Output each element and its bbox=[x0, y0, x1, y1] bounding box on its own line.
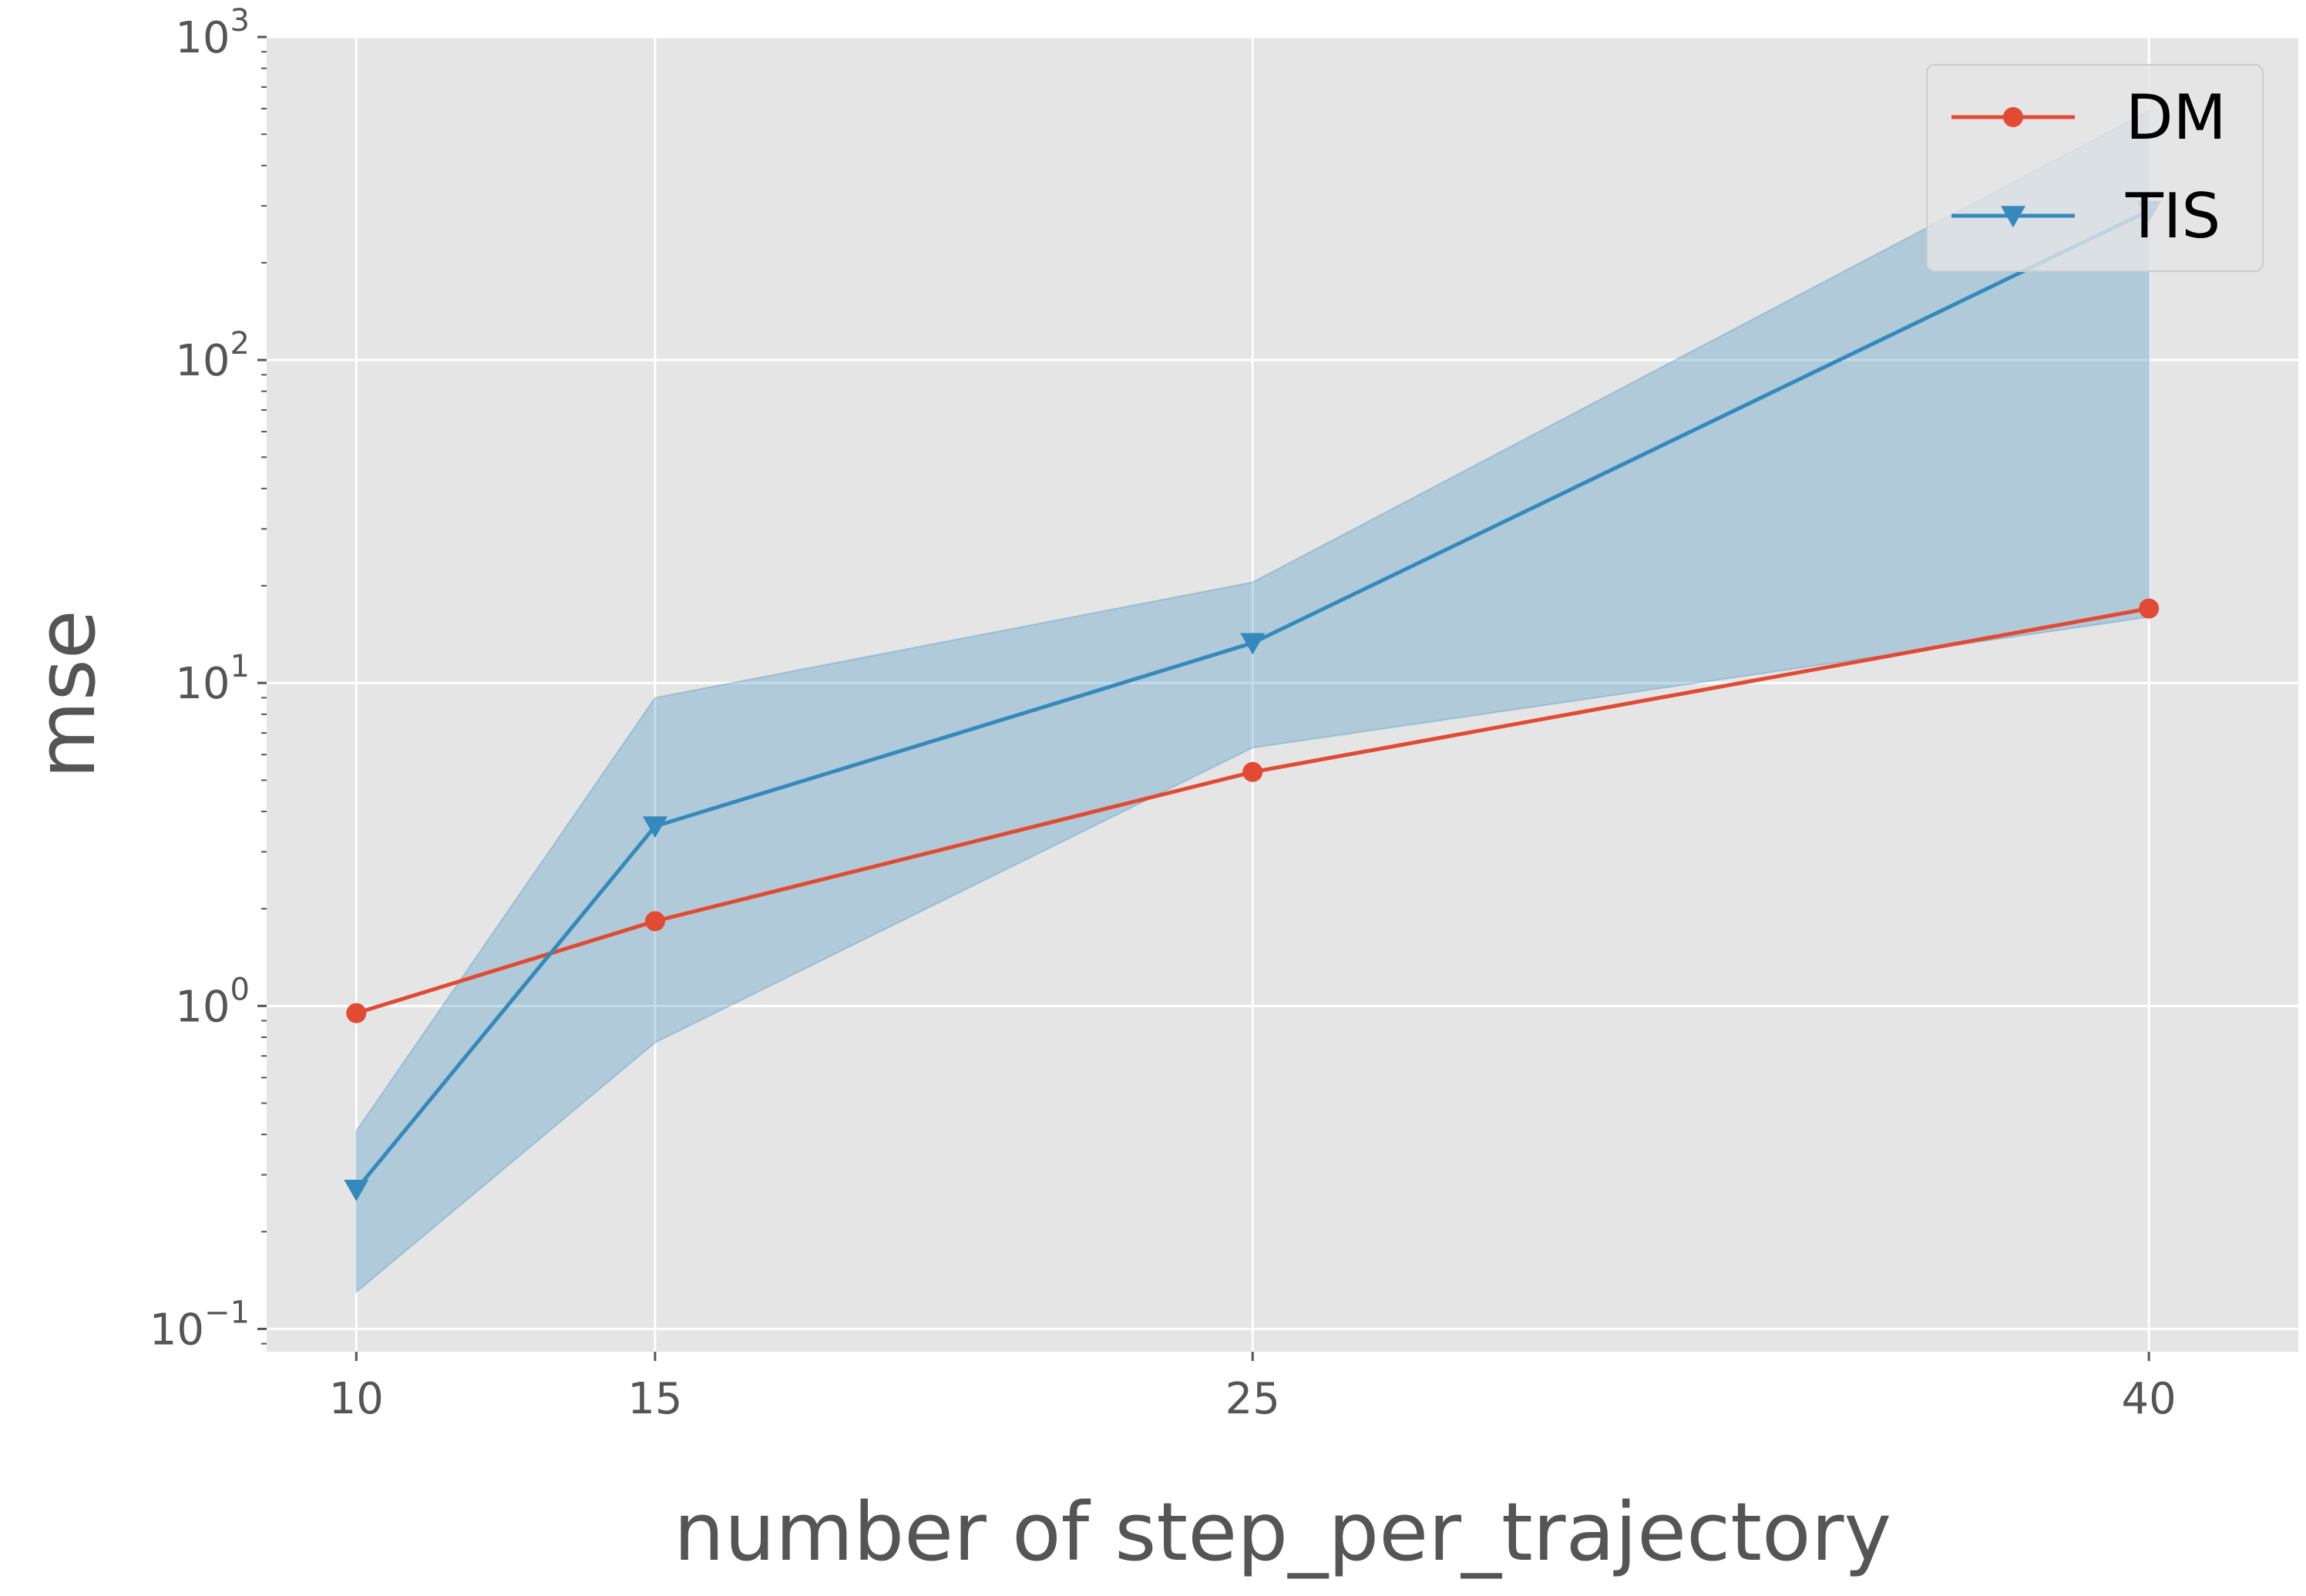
series-dm bbox=[346, 598, 2160, 1023]
legend-marker bbox=[2001, 206, 2025, 228]
y-tick-label: 103 bbox=[175, 3, 250, 63]
x-tick-label: 15 bbox=[627, 1374, 682, 1424]
data-point bbox=[644, 911, 665, 932]
y-tick-label: 10−1 bbox=[150, 1295, 250, 1355]
series-line bbox=[355, 606, 2150, 1016]
x-tick-label: 10 bbox=[329, 1374, 384, 1424]
legend-item-tis: TIS bbox=[1951, 180, 2220, 252]
y-tick-label: 102 bbox=[175, 326, 250, 386]
legend-label: DM bbox=[2126, 82, 2227, 153]
data-point bbox=[642, 816, 667, 838]
legend-item-dm: DM bbox=[1951, 82, 2227, 153]
y-axis: 10−1 100 101 102 103 bbox=[150, 3, 267, 1355]
y-tick-label: 101 bbox=[175, 649, 250, 709]
legend-marker bbox=[2003, 107, 2023, 127]
x-axis: 10 15 25 40 bbox=[329, 1352, 2177, 1424]
x-tick-label: 40 bbox=[2122, 1374, 2177, 1424]
y-axis-title: mse bbox=[19, 610, 113, 778]
x-axis-title: number of step_per_trajectory bbox=[674, 1485, 1891, 1579]
y-tick-label: 100 bbox=[175, 972, 250, 1032]
legend: DM TIS bbox=[1926, 64, 2264, 272]
data-point bbox=[1242, 761, 1263, 782]
series-line bbox=[355, 209, 2150, 1191]
x-tick-label: 25 bbox=[1225, 1374, 1280, 1424]
legend-label: TIS bbox=[2125, 180, 2220, 252]
data-point bbox=[1240, 633, 1266, 655]
data-point bbox=[2139, 598, 2160, 619]
data-point bbox=[344, 1179, 369, 1201]
data-point bbox=[346, 1003, 367, 1023]
